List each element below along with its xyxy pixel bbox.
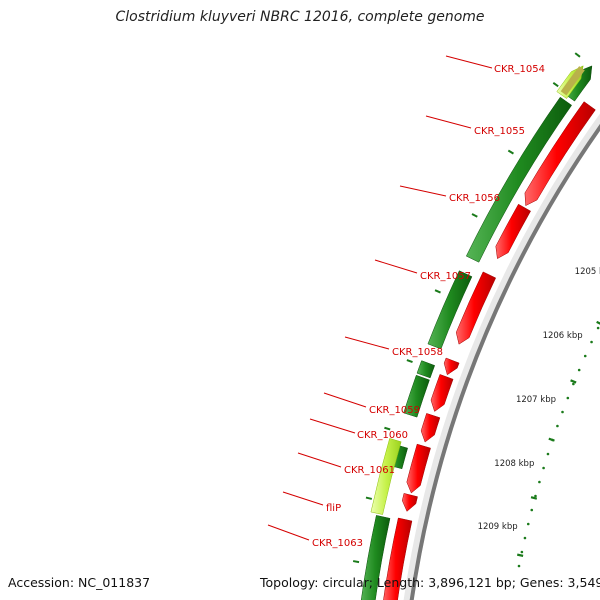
gene-tick: [507, 149, 514, 155]
reverse-gene-arrow: [403, 374, 430, 418]
overlap-feature: [560, 66, 585, 96]
map-title: Clostridium kluyveri NBRC 12016, complet…: [115, 9, 485, 25]
leader-line: [323, 392, 367, 408]
leader-line: [445, 55, 493, 69]
axis-dot: [556, 424, 559, 428]
reverse-gene-arrow: [465, 96, 573, 263]
kbp-label: 1207 kbp: [516, 395, 556, 405]
kbp-label: 1208 kbp: [494, 459, 534, 469]
forward-gene-arrow: [430, 374, 454, 412]
forward-gene-arrow: [420, 413, 441, 443]
axis-dot: [572, 382, 575, 386]
forward-gene-arrow: [383, 517, 413, 600]
genome-backbone: [403, 113, 600, 600]
backbone-shadow: [403, 113, 600, 600]
axis-dot: [583, 354, 587, 358]
gene-label[interactable]: fliP: [326, 503, 341, 514]
reverse-gene-arrow: [416, 360, 436, 379]
accession-text: Accession: NC_011837: [8, 575, 151, 590]
axis-dot: [538, 480, 541, 484]
leader-line: [297, 452, 342, 468]
axis-dot: [523, 536, 527, 540]
reverse-gene-arrow: [427, 270, 473, 350]
kbp-tick-marks: [517, 320, 600, 557]
gene-tick: [352, 560, 360, 564]
axis-dot: [596, 326, 600, 330]
light-feature-block: [370, 438, 402, 515]
forward-gene-arrow: [455, 271, 497, 345]
gene-label[interactable]: CKR_1054: [494, 64, 545, 75]
gene-features: [360, 65, 596, 600]
leader-line: [282, 491, 324, 506]
gene-label[interactable]: CKR_1059: [369, 405, 420, 416]
leader-line: [399, 185, 447, 197]
axis-dot: [517, 564, 521, 568]
kbp-label: 1206 kbp: [543, 331, 583, 341]
gene-label[interactable]: CKR_1060: [357, 430, 408, 441]
kbp-dotted-axis: [517, 326, 600, 568]
kbp-tick: [530, 496, 538, 500]
gene-tick-marks: [352, 52, 581, 564]
leader-line: [374, 259, 418, 274]
kbp-tick: [548, 437, 555, 442]
gene-label[interactable]: CKR_1055: [474, 126, 525, 137]
forward-gene-arrow: [401, 493, 418, 512]
forward-gene-arrow: [495, 203, 531, 260]
gene-tick: [406, 359, 413, 364]
forward-gene-arrow: [406, 443, 431, 494]
gene-label[interactable]: CKR_1058: [392, 347, 443, 358]
kbp-label: 1205 kbp: [575, 267, 600, 277]
leader-line: [267, 524, 310, 541]
reverse-gene-arrow: [360, 515, 391, 600]
gene-tick: [365, 496, 373, 500]
kbp-tick: [570, 379, 577, 384]
axis-dot: [542, 466, 545, 470]
backbone-line: [409, 124, 600, 600]
leader-line: [344, 336, 390, 350]
axis-dot: [546, 452, 550, 456]
axis-dot: [561, 410, 564, 414]
axis-dot: [577, 368, 581, 372]
leader-line: [309, 418, 356, 434]
gene-tick: [574, 52, 581, 58]
forward-gene-arrow: [524, 101, 596, 207]
gene-tick: [552, 81, 559, 88]
genome-info-text: Topology: circular; Length: 3,896,121 bp…: [260, 575, 600, 590]
map-labels: 1202 kbp1203 kbp1204 kbp1205 kbp1206 kbp…: [312, 64, 600, 549]
gene-tick: [434, 289, 441, 294]
leader-line: [425, 115, 472, 129]
kbp-tick: [517, 553, 524, 557]
axis-dot: [534, 494, 537, 498]
gene-label[interactable]: CKR_1061: [344, 465, 395, 476]
gene-label[interactable]: CKR_1057: [420, 271, 471, 282]
label-leader-lines: [267, 55, 493, 541]
axis-dot: [520, 550, 524, 554]
gene-label[interactable]: CKR_1063: [312, 538, 363, 549]
gene-tick: [471, 213, 478, 218]
gene-tick: [384, 426, 391, 431]
kbp-label: 1209 kbp: [478, 522, 518, 532]
gene-label[interactable]: CKR_1056: [449, 193, 500, 204]
axis-dot: [530, 508, 534, 512]
axis-dot: [526, 522, 530, 526]
axis-dot: [566, 396, 570, 400]
kbp-tick: [596, 320, 600, 325]
forward-gene-arrow: [443, 357, 460, 376]
axis-dot: [590, 340, 593, 344]
